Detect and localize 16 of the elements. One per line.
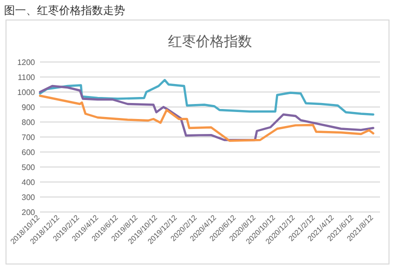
line-series <box>38 94 374 142</box>
y-tick-label: 700 <box>22 133 36 142</box>
chart-title: 红枣价格指数 <box>168 34 252 50</box>
line-series <box>38 78 374 116</box>
y-tick-label: 300 <box>22 193 36 202</box>
y-tick-label: 200 <box>22 208 36 217</box>
y-tick-label: 900 <box>22 103 36 112</box>
line-series <box>38 84 374 142</box>
y-tick-label: 400 <box>22 178 36 187</box>
y-tick-label: 1000 <box>17 88 36 97</box>
y-tick-label: 500 <box>22 163 36 172</box>
y-tick-label: 800 <box>22 118 36 127</box>
text: 图一、红枣价格指数走势 <box>4 4 125 17</box>
y-tick-label: 1200 <box>17 58 36 67</box>
y-tick-label: 1100 <box>18 73 36 82</box>
y-tick-label: 600 <box>22 148 36 157</box>
